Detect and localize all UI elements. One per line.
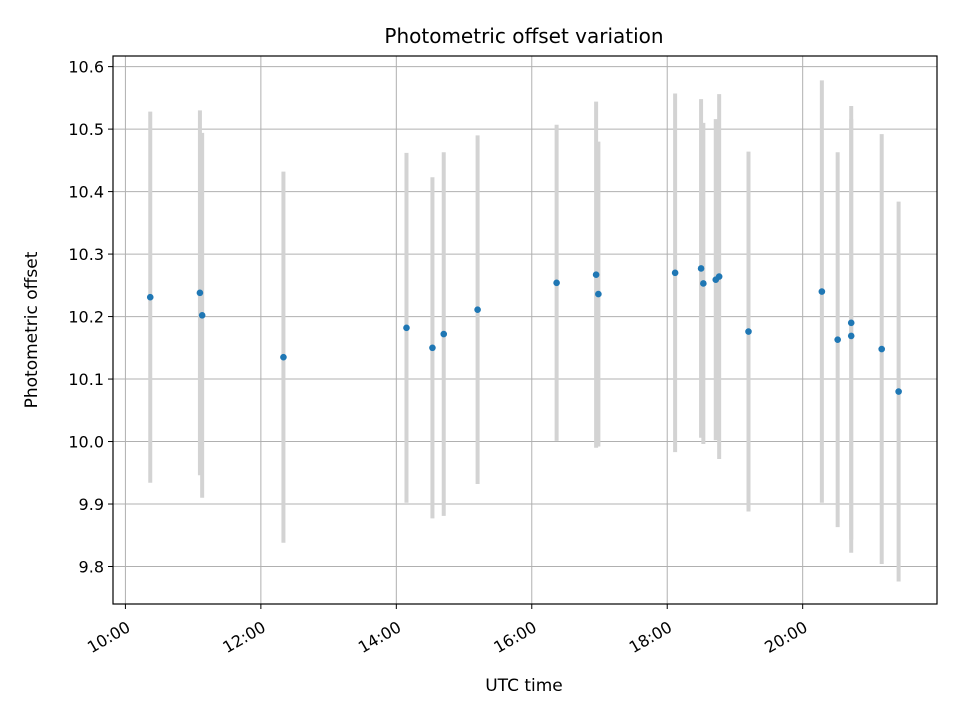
data-point bbox=[429, 344, 436, 352]
data-point bbox=[440, 330, 448, 338]
data-point bbox=[847, 332, 855, 340]
y-tick-label: 10.4 bbox=[68, 183, 104, 202]
data-point bbox=[878, 345, 885, 353]
data-point bbox=[196, 289, 204, 297]
data-point bbox=[474, 306, 481, 313]
data-point bbox=[700, 280, 707, 287]
data-point bbox=[745, 328, 752, 335]
data-point bbox=[715, 273, 723, 280]
data-point bbox=[671, 269, 679, 277]
data-point bbox=[280, 353, 287, 361]
data-point bbox=[595, 290, 602, 298]
data-point bbox=[592, 271, 600, 279]
y-axis-label: Photometric offset bbox=[22, 251, 42, 408]
y-tick-label: 10.3 bbox=[68, 245, 104, 264]
y-tick-label: 10.2 bbox=[68, 308, 104, 327]
data-point bbox=[834, 336, 841, 343]
chart-title: Photometric offset variation bbox=[384, 24, 663, 48]
data-point bbox=[895, 388, 902, 395]
data-point bbox=[553, 279, 560, 287]
y-tick-label: 9.8 bbox=[79, 558, 104, 577]
data-points bbox=[146, 265, 902, 395]
data-point bbox=[847, 319, 855, 327]
data-point bbox=[198, 312, 206, 319]
x-axis-label: UTC time bbox=[485, 676, 563, 696]
y-axis: 9.8 9.9 10.0 10.1 10.2 10.3 10.4 10.5 10.6 bbox=[68, 58, 113, 577]
y-tick-label: 10.0 bbox=[68, 433, 104, 452]
y-tick-label: 10.5 bbox=[68, 120, 104, 139]
y-tick-label: 9.9 bbox=[79, 495, 104, 514]
y-tick-label: 10.1 bbox=[68, 370, 104, 389]
grid bbox=[113, 56, 937, 604]
plot-frame bbox=[112, 55, 938, 605]
data-point bbox=[818, 288, 826, 295]
data-point bbox=[403, 324, 410, 332]
y-tick-label: 10.6 bbox=[68, 58, 104, 77]
data-point bbox=[146, 293, 154, 301]
data-point bbox=[697, 265, 705, 272]
